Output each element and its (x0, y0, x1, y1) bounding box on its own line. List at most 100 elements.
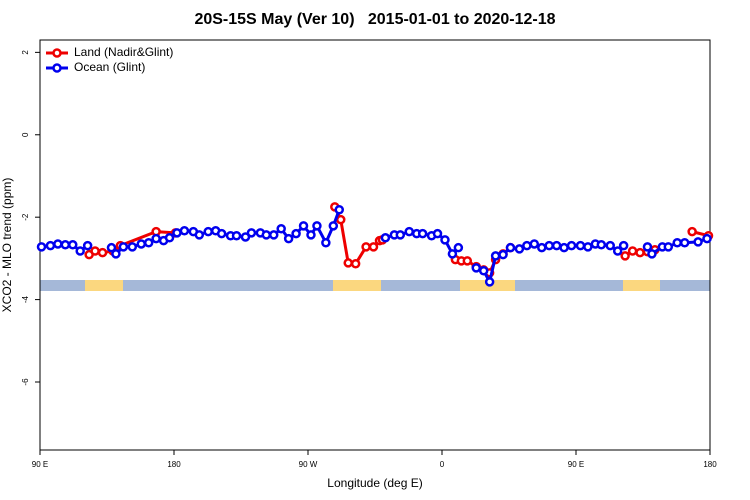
data-point (537, 242, 547, 253)
data-point (679, 237, 690, 248)
data-point (522, 240, 532, 251)
x-tick-label: 90 E (568, 460, 584, 469)
y-tick-label: -2 (21, 213, 30, 221)
data-point (605, 240, 615, 251)
x-tick-label: 0 (440, 460, 445, 469)
data-point (75, 246, 85, 256)
data-point (336, 214, 346, 225)
x-tick-label: 90 E (32, 460, 48, 469)
data-point (471, 263, 481, 273)
data-point (627, 246, 638, 256)
data-point (164, 233, 175, 243)
data-point (612, 246, 623, 256)
data-point (261, 230, 272, 240)
data-point (663, 242, 674, 252)
y-tick-label: -6 (21, 378, 30, 386)
data-point (462, 256, 473, 266)
data-point (618, 240, 629, 251)
data-point (514, 244, 525, 254)
data-point (498, 249, 508, 260)
data-point (453, 242, 464, 253)
y-tick-label: 2 (21, 50, 30, 55)
data-point (90, 246, 100, 256)
data-point (118, 242, 129, 252)
data-point (368, 242, 379, 252)
x-axis-label: Longitude (deg E) (327, 476, 422, 490)
data-point (231, 230, 242, 241)
data-point (447, 249, 458, 259)
data-point (551, 240, 562, 251)
data-point (136, 239, 146, 249)
data-point (395, 230, 406, 240)
data-point (350, 258, 361, 269)
data-point (179, 226, 190, 236)
data-point (505, 242, 516, 253)
data-point (702, 233, 712, 244)
data-point (484, 277, 495, 287)
data-point (620, 251, 630, 261)
legend-marker (52, 63, 62, 73)
data-point (216, 228, 227, 239)
land-mask-strip (40, 280, 710, 291)
y-axis-label: XCO2 - MLO trend (ppm) (0, 178, 14, 313)
data-point (269, 230, 279, 240)
data-point (151, 233, 161, 244)
data-point (440, 235, 450, 245)
data-point (111, 249, 121, 259)
data-point (566, 240, 577, 251)
data-point (559, 242, 569, 253)
y-tick-label: 0 (21, 132, 30, 137)
x-tick-label: 90 W (299, 460, 318, 469)
data-point (334, 205, 345, 215)
data-point (693, 237, 703, 247)
data-point (575, 240, 586, 251)
data-point (544, 240, 554, 251)
data-point (635, 247, 645, 258)
data-point (312, 221, 322, 231)
data-point (417, 228, 428, 239)
data-point (53, 239, 63, 249)
series-line (88, 206, 709, 275)
y-tick-label: -4 (21, 295, 30, 303)
data-point (321, 237, 331, 248)
data-point (68, 240, 78, 250)
data-point (127, 242, 138, 252)
legend-label: Ocean (Glint) (74, 60, 145, 74)
data-point (246, 228, 257, 238)
data-point (583, 242, 593, 252)
data-point (404, 226, 414, 237)
data-point (45, 240, 56, 251)
data-point (380, 233, 391, 243)
legend-marker (52, 48, 62, 58)
data-point (172, 228, 182, 238)
data-point (240, 232, 251, 242)
data-point (478, 266, 489, 276)
data-point (276, 223, 286, 234)
x-tick-label: 180 (167, 460, 181, 469)
data-point (203, 226, 213, 237)
data-point (647, 249, 657, 259)
data-point (291, 228, 301, 239)
chart-title: 20S-15S May (Ver 10) 2015-01-01 to 2020-… (194, 11, 555, 28)
data-point (36, 242, 47, 252)
data-point (343, 258, 353, 268)
data-point (106, 242, 117, 253)
legend-label: Land (Nadir&Glint) (74, 45, 173, 59)
data-point (328, 221, 339, 231)
data-point (432, 228, 443, 239)
data-point (596, 240, 607, 250)
data-point (642, 242, 653, 252)
data-point (82, 240, 93, 251)
data-point (194, 230, 205, 240)
data-point (97, 247, 108, 258)
data-point (672, 237, 682, 248)
x-tick-label: 180 (703, 460, 717, 469)
data-point (490, 251, 501, 261)
data-point (529, 239, 540, 249)
data-point (298, 221, 309, 231)
data-point (60, 240, 71, 250)
data-point (687, 226, 697, 237)
data-point (143, 237, 154, 248)
data-point (306, 230, 316, 240)
